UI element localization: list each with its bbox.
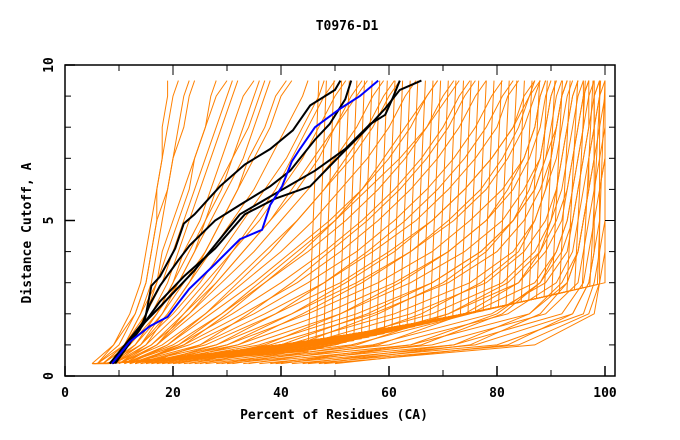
series-line-model-56 [248, 80, 579, 365]
series-line-model-64 [189, 80, 568, 365]
series-line-model-17 [124, 80, 455, 365]
series-line-model-46 [118, 80, 287, 365]
series-line-model-7 [107, 80, 271, 365]
y-axis-label: Distance Cutoff, A [20, 162, 35, 303]
plot-area [91, 79, 606, 365]
series-line-highlight-blue [111, 79, 379, 365]
y-tick-label: 0 [42, 372, 57, 380]
series-line-model-61 [124, 80, 368, 365]
series-line-model-66 [270, 80, 595, 365]
series-line-model-9 [107, 80, 309, 365]
series-line-model-11 [113, 80, 347, 365]
x-tick-label: 60 [381, 386, 397, 401]
series-line-dense-39 [108, 80, 606, 365]
series-line-model-51 [151, 80, 514, 365]
series-line-model-1 [91, 80, 179, 364]
y-tick-label: 10 [42, 57, 57, 73]
y-tick-label: 5 [42, 217, 57, 225]
chart-title: T0976-D1 [316, 19, 379, 34]
series-line-model-23 [135, 80, 541, 365]
background-series-group [91, 80, 606, 365]
series-line-model-4 [102, 80, 217, 364]
series-line-model-67 [302, 80, 601, 365]
series-line-dense-4 [93, 80, 350, 365]
series-line-model-62 [135, 80, 460, 365]
x-tick-label: 0 [61, 386, 69, 401]
x-tick-label: 20 [165, 386, 181, 401]
x-tick-label: 80 [489, 386, 505, 401]
series-line-model-47 [124, 80, 336, 365]
series-line-model-19 [129, 80, 487, 365]
series-line-model-53 [178, 80, 547, 365]
y-axis: 0 5 10 [42, 57, 615, 380]
series-line-highlight-black-2 [112, 80, 353, 365]
x-tick-label: 100 [593, 386, 617, 401]
series-line-highlight-black-4 [111, 80, 401, 365]
series-line-model-63 [156, 80, 541, 365]
series-line-model-43 [102, 80, 190, 364]
series-line-model-48 [129, 80, 395, 365]
series-line-model-13 [118, 80, 385, 365]
x-axis: 0 20 40 60 80 100 [61, 65, 617, 401]
series-line-model-21 [129, 80, 520, 365]
series-line-model-45 [113, 80, 255, 364]
series-line-dense-19 [99, 80, 464, 365]
x-axis-label: Percent of Residues (CA) [240, 408, 428, 423]
series-line-model-37 [243, 80, 606, 365]
highlight-series-group [109, 79, 422, 365]
x-tick-label: 40 [273, 386, 289, 401]
series-line-model-18 [124, 80, 471, 365]
series-line-model-59 [97, 80, 169, 364]
series-line-model-10 [113, 80, 325, 365]
series-line-highlight-black-1 [109, 80, 342, 365]
